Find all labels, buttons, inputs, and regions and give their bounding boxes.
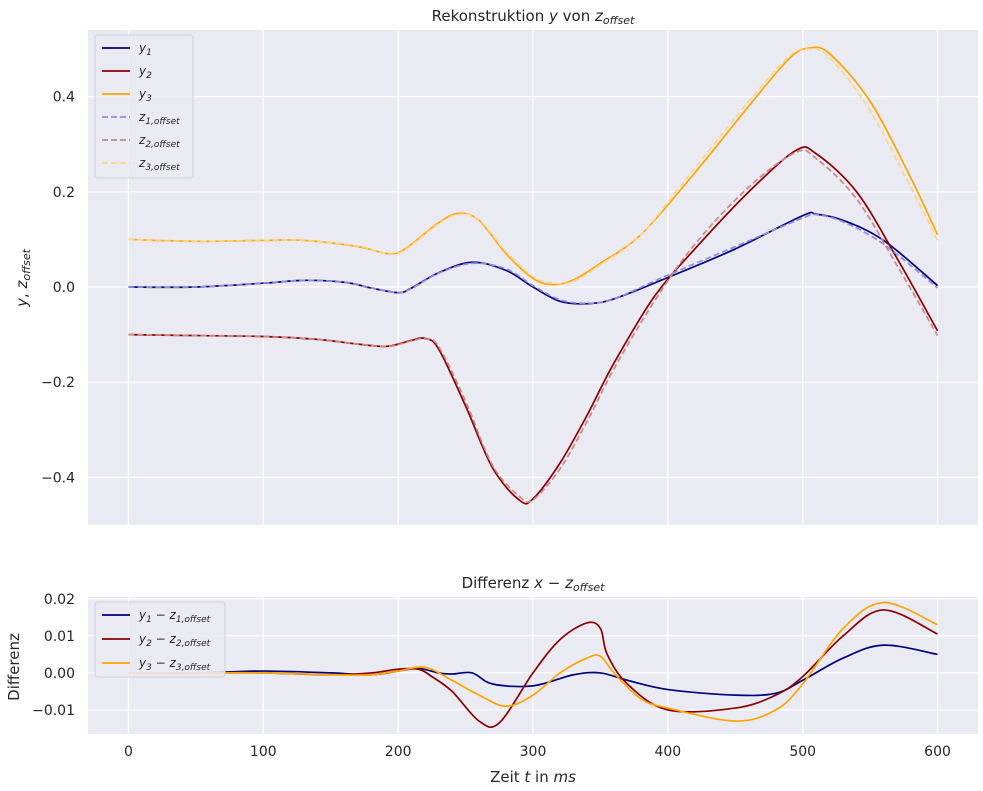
bottom-legend-label: y1 − z1,offset (138, 608, 211, 625)
bottom-legend-label: y3 − z3,offset (138, 656, 211, 673)
top-series-line-z-3-offset (128, 47, 939, 285)
bottom-x-axis-label: Zeit t in ms (490, 768, 576, 786)
top-y-tick-label: 0.0 (53, 280, 75, 296)
top-legend-label: z2,offset (138, 133, 180, 150)
bottom-series-line-y-3-3-offset (128, 601, 938, 722)
bottom-x-tick-label: 100 (250, 744, 277, 760)
top-y-axis-label: y, zoffset (13, 248, 33, 307)
top-chart: −0.4 −0.2 0.0 0.2 0.4 Rekonstruktion y von z… (13, 7, 978, 525)
bottom-chart-title: Differenz x − zoffset (462, 574, 606, 594)
bottom-tick-labels: 0 100 200 300 400 500 600 −0.01 0.00 0.01 0.02 (32, 592, 951, 760)
bottom-y-tick-label: 0.02 (44, 592, 75, 608)
top-legend-label: y2 (138, 64, 152, 81)
top-legend-label: y3 (138, 87, 152, 104)
bottom-legend-box (94, 601, 226, 678)
top-series-line-z-2-offset (128, 149, 939, 504)
top-y-tick-label: −0.4 (41, 470, 75, 486)
bottom-x-tick-label: 500 (789, 744, 816, 760)
top-legend-label: z1,offset (138, 110, 180, 127)
bottom-legend: y1 − z1,offset y2 − z2,offset y3 − z3,offs… (94, 601, 226, 678)
top-tick-labels: −0.4 −0.2 0.0 0.2 0.4 (41, 90, 75, 487)
bottom-series-line-y-2-2-offset (128, 609, 938, 729)
bottom-y-tick-label: 0.00 (44, 666, 75, 682)
bottom-x-tick-label: 600 (924, 744, 951, 760)
top-series-line-z-1-offset (128, 213, 939, 305)
top-legend-label: y1 (138, 41, 152, 58)
top-y-tick-label: 0.2 (53, 185, 75, 201)
top-legend: y1 y2 y3 z1,offset z2,offset z3,offset (94, 34, 194, 179)
bottom-x-tick-label: 0 (124, 744, 133, 760)
top-series-lines (128, 46, 939, 505)
bottom-chart: 0 100 200 300 400 500 600 −0.01 0.00 0.01 0.02 Dif… (5, 574, 978, 786)
bottom-legend-items: y1 − z1,offset y2 − z2,offset y3 − z3,offs… (102, 608, 211, 673)
top-y-tick-label: 0.4 (53, 90, 75, 106)
bottom-y-tick-label: −0.01 (32, 703, 75, 719)
bottom-series-lines (128, 601, 938, 729)
bottom-grid (88, 597, 978, 734)
bottom-legend-label: y2 − z2,offset (138, 632, 211, 649)
top-legend-items: y1 y2 y3 z1,offset z2,offset z3,offset (102, 41, 180, 173)
bottom-y-tick-label: 0.01 (44, 629, 75, 645)
top-y-tick-label: −0.2 (41, 375, 75, 391)
bottom-x-tick-label: 300 (520, 744, 547, 760)
top-legend-label: z3,offset (138, 156, 180, 173)
bottom-x-tick-label: 200 (385, 744, 412, 760)
bottom-x-tick-label: 400 (654, 744, 681, 760)
bottom-y-axis-label: Differenz (5, 633, 23, 701)
top-chart-title: Rekonstruktion y von zoffset (432, 7, 635, 27)
